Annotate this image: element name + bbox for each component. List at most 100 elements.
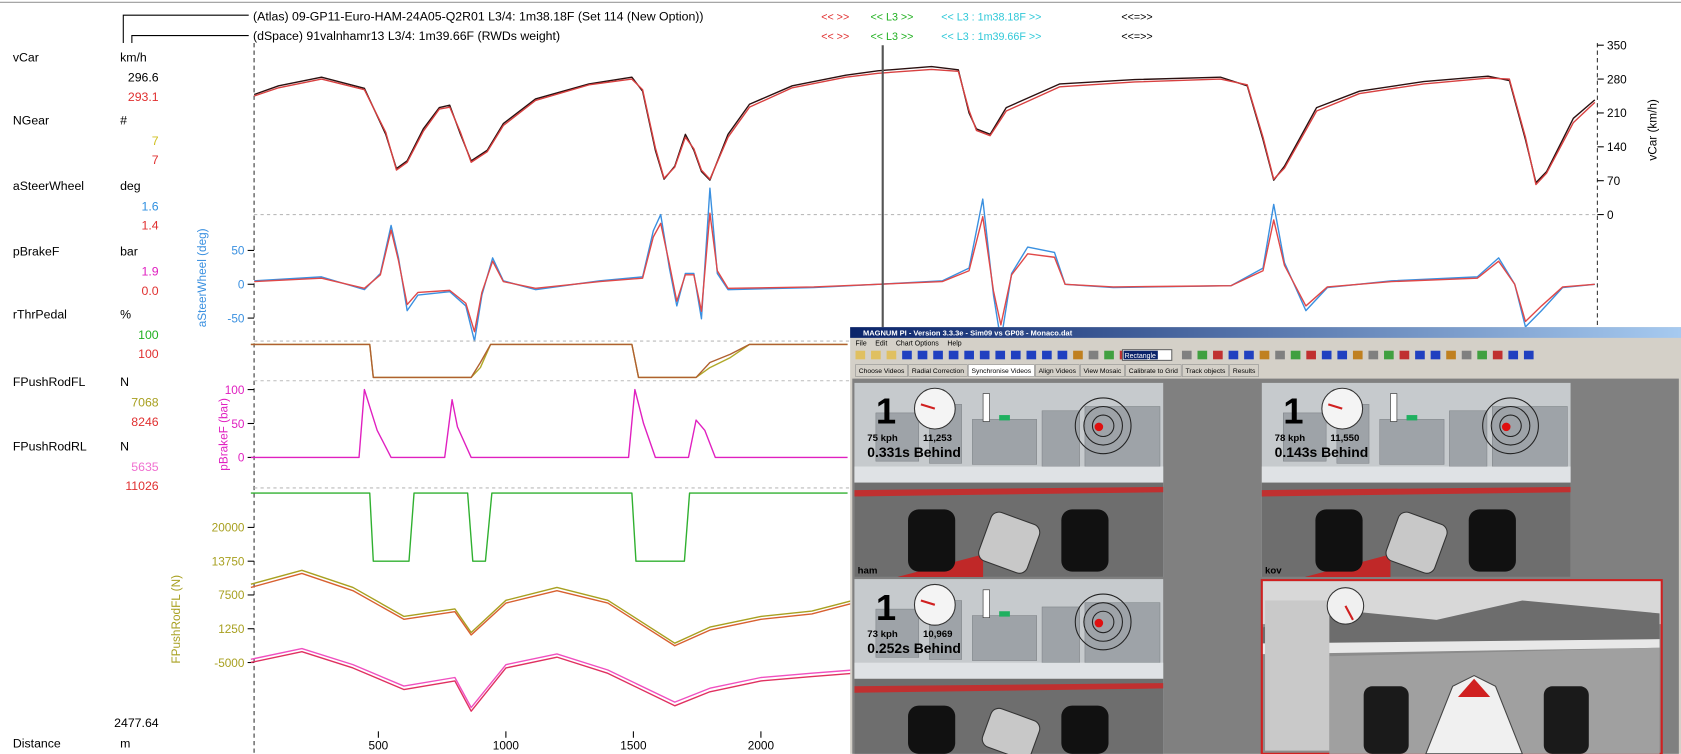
- channel-name: FPushRodRL: [13, 439, 87, 453]
- gear: 1: [876, 587, 896, 628]
- toolbar-icon[interactable]: [1073, 351, 1083, 360]
- spin-bar: [999, 415, 1010, 420]
- gap: 0.252s Behind: [867, 640, 961, 656]
- channel-name: FPushRodFL: [13, 375, 86, 389]
- banner: [1262, 467, 1571, 483]
- toolbar-icon[interactable]: [1291, 351, 1301, 360]
- header-marker: << >>: [821, 31, 849, 43]
- video-tile: 173 kph 10,9690.252s Behind: [854, 579, 1163, 754]
- channel-name: rThrPedal: [13, 308, 67, 322]
- driver: kov: [1265, 566, 1282, 577]
- toolbar-icon[interactable]: [1182, 351, 1192, 360]
- channel-unit: deg: [120, 179, 141, 193]
- header-line: (dSpace) 91valnhamr13 L3/4: 1m39.66F (RW…: [253, 29, 560, 43]
- speed: 78 kph: [1275, 433, 1306, 444]
- toolbar-icon[interactable]: [1058, 351, 1068, 360]
- toolbar-icon[interactable]: [887, 351, 897, 360]
- rpm: 10,969: [923, 629, 952, 640]
- video-tile: 178 kph11,5500.143s Behindkov: [1262, 383, 1571, 577]
- grip-dot: [1095, 423, 1104, 432]
- toolbar-icon[interactable]: [1229, 351, 1239, 360]
- toolbar-icon[interactable]: [1213, 351, 1223, 360]
- menu-item[interactable]: File: [856, 340, 867, 347]
- channel-value: 8246: [131, 415, 159, 429]
- toolbar-icon[interactable]: [1431, 351, 1441, 360]
- x-tick-label: 2000: [748, 740, 775, 753]
- speed: 73 kph: [867, 629, 898, 640]
- y-tick-label: 210: [1607, 107, 1627, 120]
- page: { "header": { "lines": [ {"text": "(Atla…: [0, 0, 1681, 754]
- toolbar-icon[interactable]: [918, 351, 928, 360]
- distance-name: Distance: [13, 736, 61, 750]
- toolbar-icon[interactable]: [995, 351, 1005, 360]
- tab: Results: [1233, 368, 1256, 375]
- camera-tyre: [1544, 686, 1589, 754]
- toolbar-icon[interactable]: [1089, 351, 1099, 360]
- toolbar-icon[interactable]: [1384, 351, 1394, 360]
- toolbar-icon[interactable]: [1275, 351, 1285, 360]
- toolbar-icon[interactable]: [902, 351, 912, 360]
- toolbar-icon[interactable]: [1400, 351, 1410, 360]
- toolbar-icon[interactable]: [1260, 351, 1270, 360]
- y-axis-label: vCar (km/h): [1646, 99, 1659, 161]
- x-tick-label: 1500: [620, 740, 647, 753]
- toolbar-icon[interactable]: [1508, 351, 1518, 360]
- grip-dot: [1095, 619, 1104, 628]
- toolbar-icon[interactable]: [856, 351, 866, 360]
- channel-value: 7: [152, 153, 159, 167]
- toolbar-icon[interactable]: [1337, 351, 1347, 360]
- menu-item[interactable]: Help: [947, 340, 961, 347]
- header-marker: <<=>>: [1121, 31, 1152, 43]
- toolbar-icon[interactable]: [949, 351, 959, 360]
- toolbar-icon[interactable]: [1415, 351, 1425, 360]
- toolbar-icon[interactable]: [1493, 351, 1503, 360]
- toolbar-icon[interactable]: [1477, 351, 1487, 360]
- banner: [854, 467, 1163, 483]
- toolbar-icon[interactable]: [1042, 351, 1052, 360]
- toolbar-icon[interactable]: [1322, 351, 1332, 360]
- spin-bar: [999, 611, 1010, 616]
- tab: Radial Correction: [912, 368, 964, 375]
- building: [1085, 406, 1160, 466]
- header-marker: << L3 >>: [871, 31, 914, 43]
- building: [1042, 411, 1080, 467]
- combo-text: Rectangle: [1125, 353, 1156, 360]
- toolbar-icon[interactable]: [1104, 351, 1114, 360]
- channel-name: aSteerWheel: [13, 179, 84, 193]
- toolbar-icon[interactable]: [1446, 351, 1456, 360]
- toolbar-icon[interactable]: [1027, 351, 1037, 360]
- x-tick-label: 500: [369, 740, 389, 753]
- toolbar-icon[interactable]: [933, 351, 943, 360]
- channel-value: 293.1: [128, 90, 159, 104]
- tyre: [1061, 509, 1108, 571]
- tyre: [1469, 509, 1516, 571]
- camera-gauge: [1327, 588, 1363, 624]
- toolbar-icon[interactable]: [1197, 351, 1207, 360]
- toolbar-icon[interactable]: [871, 351, 881, 360]
- y-tick-label: 350: [1607, 39, 1627, 52]
- toolbar-icon[interactable]: [1368, 351, 1378, 360]
- y-tick-label: 0: [238, 452, 245, 465]
- toolbar-icon[interactable]: [1353, 351, 1363, 360]
- toolbar-icon[interactable]: [1524, 351, 1534, 360]
- building: [1380, 419, 1444, 464]
- channel-unit: bar: [120, 244, 138, 258]
- menu-item[interactable]: Edit: [875, 340, 887, 347]
- toolbar-icon[interactable]: [1306, 351, 1316, 360]
- y-tick-label: -50: [227, 312, 244, 325]
- y-tick-label: -5000: [214, 657, 245, 670]
- window-title: MAGNUM PI - Version 3.3.3e - Sim09 vs GP…: [863, 329, 1073, 338]
- header-marker: <<=>>: [1121, 12, 1152, 24]
- y-axis-label: aSteerWheel (deg): [196, 228, 209, 327]
- toolbar-icon[interactable]: [980, 351, 990, 360]
- toolbar-icon[interactable]: [1462, 351, 1472, 360]
- menu-item[interactable]: Chart Options: [896, 340, 939, 347]
- toolbar-icon[interactable]: [1011, 351, 1021, 360]
- channel-unit: %: [120, 308, 131, 322]
- channel-value: 5635: [131, 460, 159, 474]
- building: [972, 419, 1036, 464]
- toolbar-icon[interactable]: [1244, 351, 1254, 360]
- gear: 1: [1283, 391, 1303, 432]
- header-marker: << L3 : 1m39.66F >>: [941, 31, 1041, 43]
- toolbar-icon[interactable]: [964, 351, 974, 360]
